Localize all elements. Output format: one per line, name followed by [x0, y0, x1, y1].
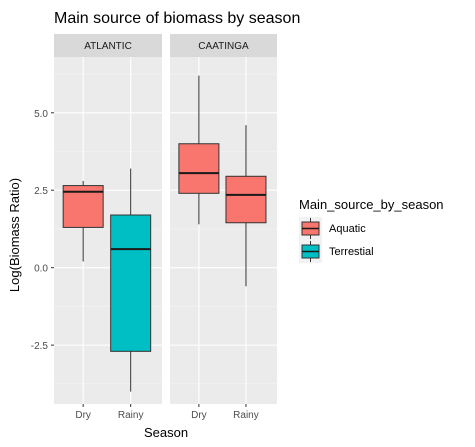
- facet-strip: [54, 34, 162, 57]
- facet-panels: ATLANTIC CAATINGA: [54, 34, 277, 404]
- x-tick-label: Dry: [191, 410, 207, 421]
- y-tick-label: 2.5: [34, 186, 48, 197]
- y-tick-label: -2.5: [31, 341, 49, 352]
- x-axis-title: Season: [144, 425, 188, 440]
- legend-key-aquatic: [299, 217, 322, 240]
- x-tick-label: Dry: [75, 410, 91, 421]
- box-rainy-terrestial: [110, 168, 152, 392]
- facet-strip-label: CAATINGA: [198, 41, 249, 52]
- panel-background: [170, 57, 277, 404]
- box-dry-aquatic: [62, 180, 104, 262]
- y-tick-label: 5.0: [34, 109, 48, 120]
- y-tick-label: 0.0: [34, 264, 48, 275]
- box-iqr: [178, 143, 220, 194]
- legend-title: Main_source_by_season: [299, 197, 444, 212]
- box-iqr: [225, 175, 267, 224]
- legend-key-terrestial: [299, 240, 322, 263]
- box-iqr: [110, 214, 152, 352]
- facet-strip-label: ATLANTIC: [84, 41, 132, 52]
- box-rainy-aquatic: [225, 125, 267, 287]
- y-axis: -2.5 0.0 2.5 5.0: [31, 109, 54, 352]
- facet-strip: [170, 34, 277, 57]
- facet-panel: ATLANTIC: [54, 34, 162, 404]
- chart-title: Main source of biomass by season: [54, 10, 300, 27]
- box-dry-aquatic: [178, 75, 220, 225]
- legend-label: Aquatic: [329, 223, 366, 235]
- legend-label: Terrestial: [329, 246, 374, 258]
- x-tick-label: Rainy: [118, 410, 144, 421]
- x-axis: Dry Rainy Dry Rainy: [75, 404, 259, 421]
- y-axis-title: Log(Biomass Ratio): [7, 178, 22, 292]
- legend: Main_source_by_season Aquatic Terrestial: [299, 197, 444, 263]
- x-tick-label: Rainy: [233, 410, 259, 421]
- facet-panel: CAATINGA: [170, 34, 277, 404]
